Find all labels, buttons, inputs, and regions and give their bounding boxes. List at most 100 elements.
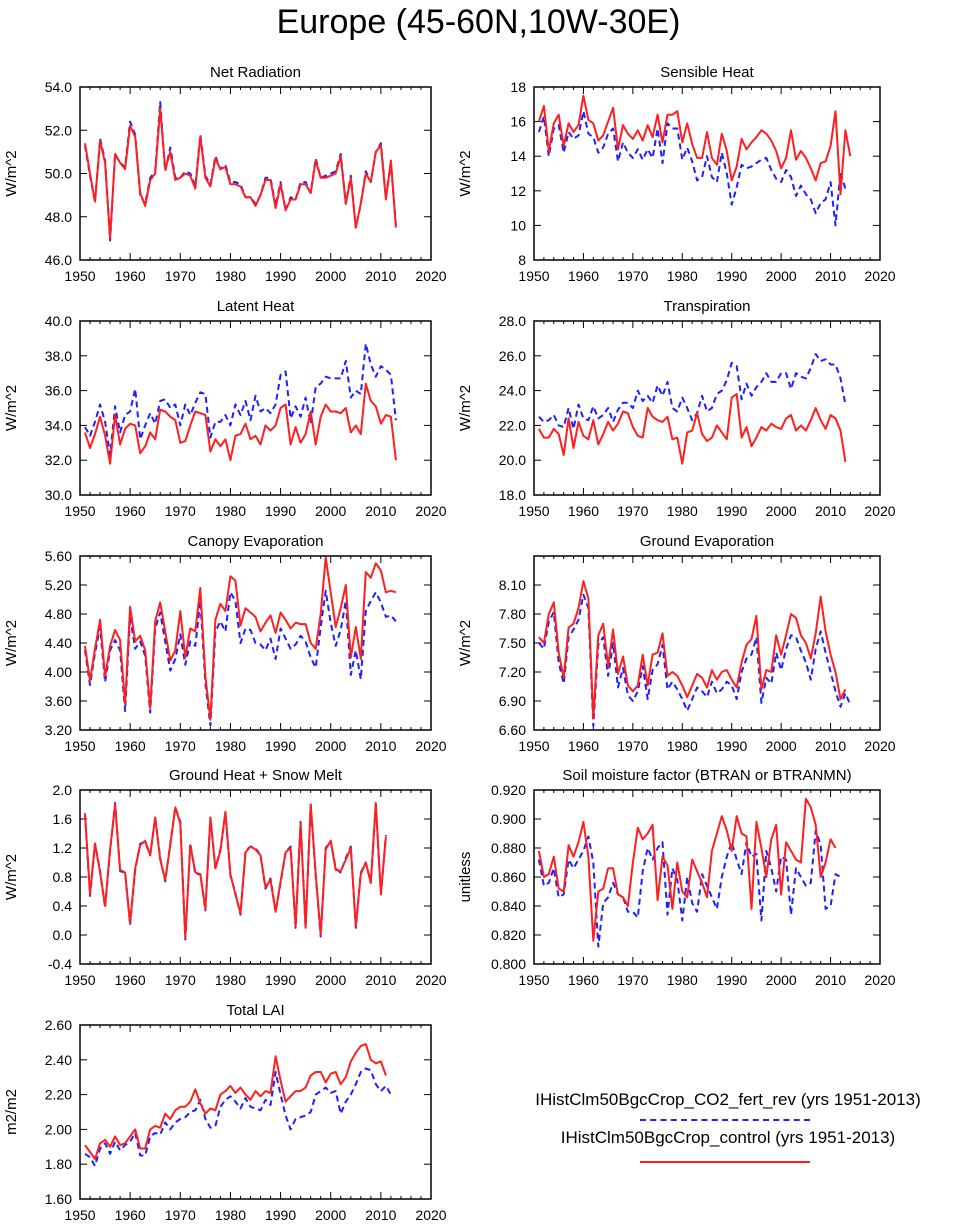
series-line-control [84,382,397,465]
x-tick-label: 1970 [165,1207,196,1223]
x-tick-label: 2000 [766,268,797,284]
chart-title: Ground Heat + Snow Melt [169,767,343,784]
plot-frame [79,86,432,261]
legend-label-co2-fert-rev: IHistClm50BgcCrop_CO2_fert_rev (yrs 1951… [535,1090,921,1109]
x-tick-label: 2010 [815,268,846,284]
x-tick-label: 1980 [215,738,246,754]
chart-panel-6: Ground Evaporation W/m^2 1950 1960 1970 1980 1… [457,533,896,754]
x-tick-label: 2020 [415,972,446,988]
y-axis-label: W/m^2 [457,620,474,666]
x-tick-label: 2020 [415,1207,446,1223]
y-axis-label: m2/m2 [3,1089,20,1135]
series-line-control [84,107,397,240]
x-tick-label: 2010 [365,268,396,284]
series-line-control [84,802,387,939]
y-tick-label: 18 [510,79,526,95]
chart-title: Ground Evaporation [640,533,774,550]
y-tick-label: 8.10 [499,577,526,593]
y-tick-label: -0.4 [48,956,72,972]
y-tick-label: 1.6 [53,811,73,827]
series-line-co2-fert-rev [84,589,397,727]
chart-title: Net Radiation [210,64,301,81]
series-line-control [537,94,852,196]
series-line-control [537,797,837,942]
y-tick-label: 1.2 [53,840,73,856]
y-tick-label: 0.8 [53,869,73,885]
series-line-co2-fert-rev [537,110,847,227]
chart-panel-1: Net Radiation W/m^2 1950 1960 1970 1980 1990 20… [3,64,447,284]
series-line-co2-fert-rev [84,101,397,242]
y-tick-label: 14 [510,148,526,164]
x-tick-label: 2000 [766,972,797,988]
y-tick-label: 0.840 [491,898,526,914]
y-tick-label: 0.0 [53,927,73,943]
y-axis-label: W/m^2 [3,150,20,196]
x-tick-label: 2020 [415,268,446,284]
y-tick-label: 0.4 [53,898,73,914]
chart-panel-4: Transpiration W/m^2 1950 1960 1970 1980 1990 20… [457,298,896,519]
y-tick-label: 22.0 [499,417,526,433]
legend-label-control: IHistClm50BgcCrop_control (yrs 1951-2013… [560,1128,896,1147]
y-axis-label: W/m^2 [457,150,474,196]
x-tick-label: 2020 [864,972,895,988]
x-tick-label: 1960 [115,268,146,284]
y-tick-label: 3.20 [45,722,72,738]
x-tick-label: 1980 [215,268,246,284]
x-tick-label: 1970 [617,738,648,754]
plot-frame [79,320,432,496]
chart-panel-8: Soil moisture factor (BTRAN or BTRANMN) u… [457,767,896,988]
x-tick-label: 1990 [265,1207,296,1223]
x-tick-label: 1950 [64,972,95,988]
x-tick-label: 2000 [315,1207,346,1223]
y-tick-label: 2.20 [45,1087,72,1103]
x-tick-label: 1990 [265,972,296,988]
x-tick-label: 1960 [115,972,146,988]
legend-line-co2-fert-rev [640,1119,810,1121]
x-tick-label: 2010 [815,503,846,519]
y-tick-label: 7.80 [499,606,526,622]
y-tick-label: 20.0 [499,452,526,468]
x-tick-label: 1970 [165,503,196,519]
y-tick-label: 46.0 [45,252,72,268]
chart-title: Sensible Heat [660,64,754,81]
x-tick-label: 2020 [415,503,446,519]
chart-title: Total LAI [226,1002,284,1019]
x-tick-label: 2010 [815,972,846,988]
series-line-co2-fert-rev [84,1067,392,1167]
y-tick-label: 2.40 [45,1052,72,1068]
chart-panel-3: Latent Heat W/m^2 1950 1960 1970 1980 1990 2000… [3,298,447,519]
y-tick-label: 8 [518,252,526,268]
legend-line-control [640,1161,810,1163]
x-tick-label: 1980 [215,972,246,988]
y-tick-label: 18.0 [499,487,526,503]
chart-panel-5: Canopy Evaporation W/m^2 1950 1960 1970 1980 1… [3,533,447,754]
x-tick-label: 1950 [518,503,549,519]
x-tick-label: 1970 [165,268,196,284]
x-tick-label: 1960 [568,268,599,284]
x-tick-label: 1950 [518,268,549,284]
plot-frame [79,555,432,731]
x-tick-label: 1960 [115,503,146,519]
x-tick-label: 1950 [64,268,95,284]
x-tick-label: 1980 [667,738,698,754]
x-tick-label: 1970 [617,503,648,519]
x-tick-label: 1970 [165,738,196,754]
x-tick-label: 1990 [265,268,296,284]
x-tick-label: 1980 [667,268,698,284]
chart-title: Transpiration [664,298,751,315]
x-tick-label: 1980 [667,972,698,988]
y-tick-label: 4.80 [45,606,72,622]
y-tick-label: 16 [510,114,526,130]
chart-panel-2: Sensible Heat W/m^2 1950 1960 1970 1980 1990 20… [457,64,896,284]
y-tick-label: 10 [510,217,526,233]
x-tick-label: 1980 [215,1207,246,1223]
series-line-co2-fert-rev [538,593,852,728]
series-line-control [84,556,397,721]
plot-frame [533,555,881,731]
x-tick-label: 2000 [766,503,797,519]
x-tick-label: 2010 [365,738,396,754]
series-line-control [84,1043,387,1160]
chart-panel-7: Ground Heat + Snow Melt W/m^2 1950 1960 1970… [3,767,447,988]
y-tick-label: 34.0 [45,417,72,433]
